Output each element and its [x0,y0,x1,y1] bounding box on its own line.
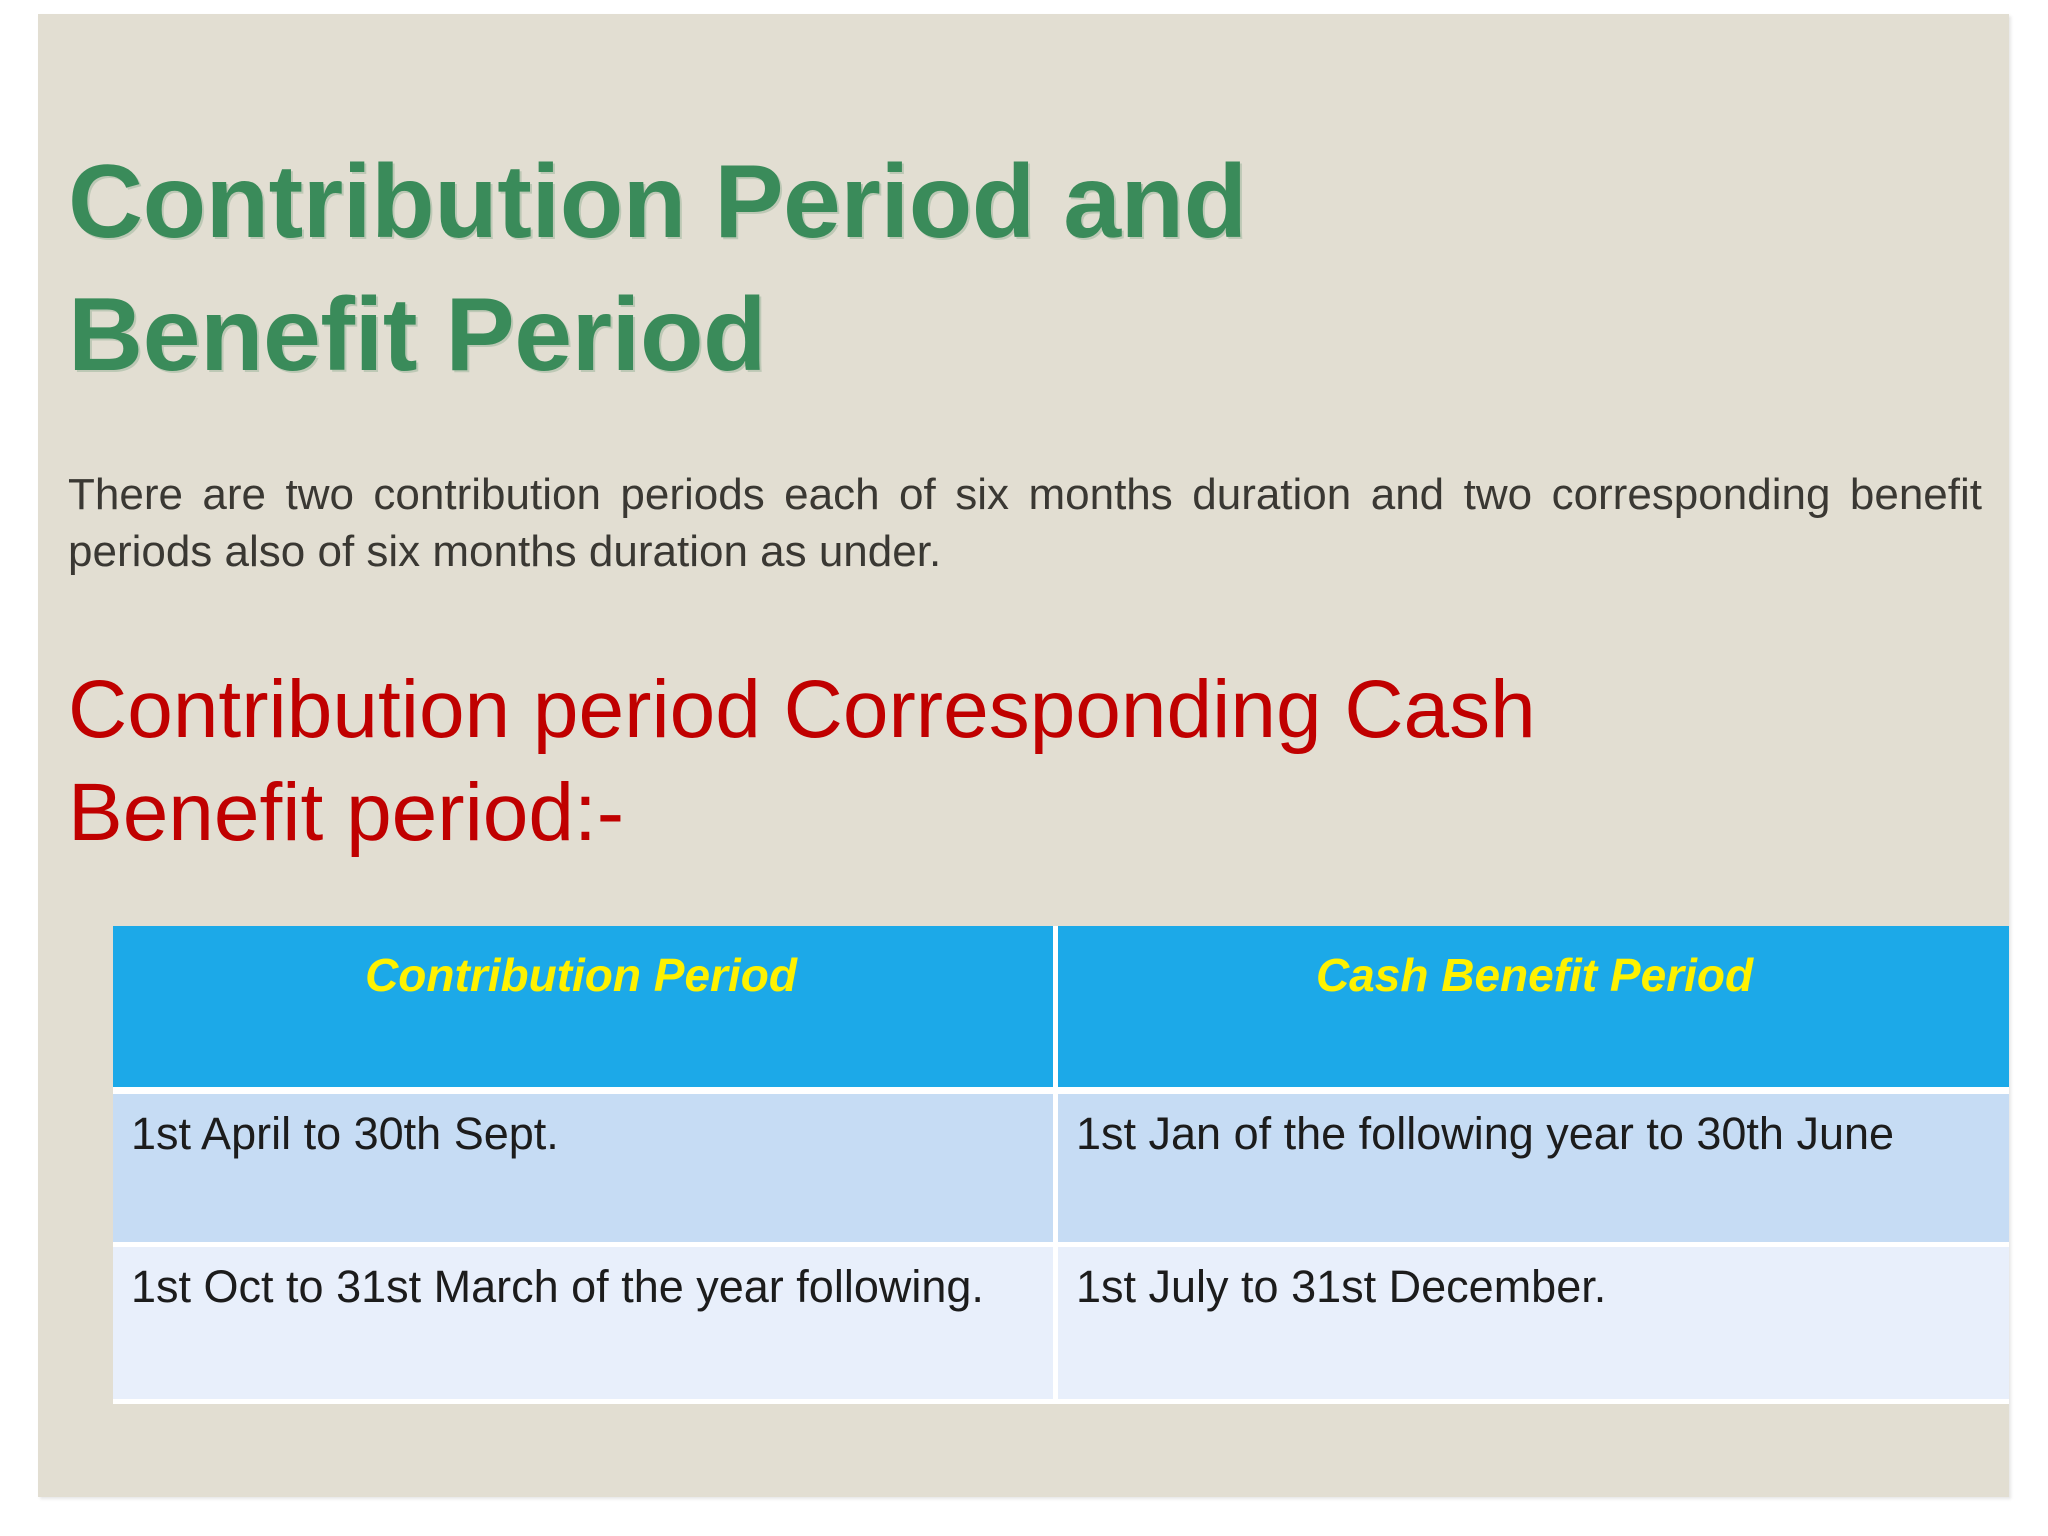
table-cell-cash-benefit-period-2: 1st July to 31st December. [1058,1247,2009,1404]
table-column-header-contribution-period-label: Contribution Period [365,949,797,1001]
table-cell-contribution-period-2-text: 1st Oct to 31st March of the year follow… [131,1261,984,1312]
page-title: Contribution Period and Benefit Period [68,136,1968,402]
table-cell-cash-benefit-period-1-text: 1st Jan of the following year to 30th Ju… [1076,1108,1895,1159]
section-heading-line-2: Benefit period:- [68,767,625,859]
table-cell-cash-benefit-period-1: 1st Jan of the following year to 30th Ju… [1058,1094,2009,1247]
table-column-header-cash-benefit-period: Cash Benefit Period [1058,926,2009,1094]
table-column-header-contribution-period: Contribution Period [113,926,1058,1094]
section-heading-line-1: Contribution period Corresponding Cash [68,664,1536,755]
table-column-header-cash-benefit-period-label: Cash Benefit Period [1315,949,1754,1001]
table-cell-contribution-period-1: 1st April to 30th Sept. [113,1094,1058,1247]
contribution-benefit-table: Contribution Period Cash Benefit Period … [113,926,2009,1404]
table-cell-contribution-period-1-text: 1st April to 30th Sept. [131,1108,559,1159]
slide-canvas: Contribution Period and Benefit Period T… [38,14,2009,1497]
table-cell-contribution-period-2: 1st Oct to 31st March of the year follow… [113,1247,1058,1404]
table-header-row: Contribution Period Cash Benefit Period [113,926,2009,1094]
section-heading: Contribution period Corresponding Cash B… [68,658,1968,865]
page-title-line-2: Benefit Period [68,277,767,394]
page-title-line-1: Contribution Period and [68,144,1247,260]
intro-paragraph: There are two contribution periods each … [68,470,1982,577]
table-row: 1st Oct to 31st March of the year follow… [113,1247,2009,1404]
table-cell-cash-benefit-period-2-text: 1st July to 31st December. [1076,1261,1607,1312]
table-row: 1st April to 30th Sept. 1st Jan of the f… [113,1094,2009,1247]
